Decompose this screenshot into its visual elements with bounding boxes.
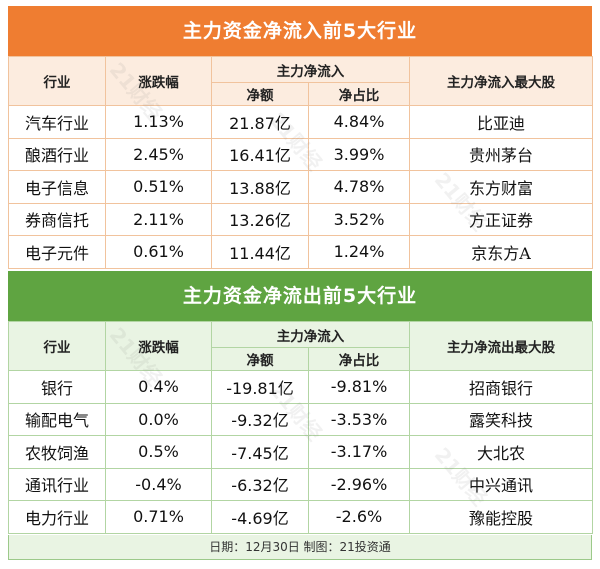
table-row: 券商信托 2.11% 13.26亿 3.52% 方正证券 bbox=[8, 202, 593, 236]
inflow-table: 行业 涨跌幅 主力净流入 主力净流入最大股 净额 净占比 汽车行业 1.13% … bbox=[8, 56, 593, 269]
stock-cell: 招商银行 bbox=[409, 370, 593, 404]
table-row: 电力行业 0.71% -4.69亿 -2.6% 豫能控股 bbox=[8, 500, 593, 534]
industry-cell: 券商信托 bbox=[8, 202, 106, 236]
table-row: 酿酒行业 2.45% 16.41亿 3.99% 贵州茅台 bbox=[8, 137, 593, 171]
header-top-stock: 主力净流入最大股 bbox=[409, 56, 593, 106]
header-change: 涨跌幅 bbox=[105, 321, 212, 371]
ratio-cell: -9.81% bbox=[308, 370, 410, 404]
outflow-table: 行业 涨跌幅 主力净流入 主力净流出最大股 净额 净占比 银行 0.4% -19… bbox=[8, 321, 593, 534]
industry-cell: 汽车行业 bbox=[8, 105, 106, 139]
amount-cell: 13.88亿 bbox=[211, 170, 309, 204]
header-net-amount: 净额 bbox=[211, 347, 309, 371]
amount-cell: 11.44亿 bbox=[211, 235, 309, 269]
amount-cell: -19.81亿 bbox=[211, 370, 309, 404]
stock-cell: 露笑科技 bbox=[409, 402, 593, 436]
capital-flow-infographic: 主力资金净流入前5大行业 行业 涨跌幅 主力净流入 主力净流入最大股 净额 净占… bbox=[8, 6, 593, 560]
stock-cell: 豫能控股 bbox=[409, 500, 593, 534]
header-net-ratio: 净占比 bbox=[308, 82, 410, 106]
header-industry: 行业 bbox=[8, 321, 106, 371]
ratio-cell: 4.84% bbox=[308, 105, 410, 139]
table-row: 电子信息 0.51% 13.88亿 4.78% 东方财富 bbox=[8, 170, 593, 204]
header-industry: 行业 bbox=[8, 56, 106, 106]
outflow-title: 主力资金净流出前5大行业 bbox=[8, 271, 592, 321]
industry-cell: 电子元件 bbox=[8, 235, 106, 269]
industry-cell: 银行 bbox=[8, 370, 106, 404]
header-top-stock: 主力净流出最大股 bbox=[409, 321, 593, 371]
ratio-cell: -2.6% bbox=[308, 500, 410, 534]
amount-cell: 16.41亿 bbox=[211, 137, 309, 171]
inflow-title: 主力资金净流入前5大行业 bbox=[8, 6, 592, 56]
change-cell: 0.61% bbox=[105, 235, 212, 269]
table-row: 输配电气 0.0% -9.32亿 -3.53% 露笑科技 bbox=[8, 402, 593, 436]
change-cell: 0.71% bbox=[105, 500, 212, 534]
ratio-cell: 4.78% bbox=[308, 170, 410, 204]
stock-cell: 比亚迪 bbox=[409, 105, 593, 139]
header-main-flow: 主力净流入 bbox=[211, 321, 410, 348]
industry-cell: 通讯行业 bbox=[8, 467, 106, 501]
header-net-ratio: 净占比 bbox=[308, 347, 410, 371]
amount-cell: 21.87亿 bbox=[211, 105, 309, 139]
table-row: 银行 0.4% -19.81亿 -9.81% 招商银行 bbox=[8, 370, 593, 404]
amount-cell: -4.69亿 bbox=[211, 500, 309, 534]
stock-cell: 东方财富 bbox=[409, 170, 593, 204]
header-net-amount: 净额 bbox=[211, 82, 309, 106]
change-cell: 1.13% bbox=[105, 105, 212, 139]
industry-cell: 电子信息 bbox=[8, 170, 106, 204]
footer-credit: 日期：12月30日 制图：21投资通 bbox=[8, 535, 592, 560]
change-cell: -0.4% bbox=[105, 467, 212, 501]
stock-cell: 京东方A bbox=[409, 235, 593, 269]
industry-cell: 输配电气 bbox=[8, 402, 106, 436]
change-cell: 0.0% bbox=[105, 402, 212, 436]
stock-cell: 大北农 bbox=[409, 435, 593, 469]
industry-cell: 农牧饲渔 bbox=[8, 435, 106, 469]
change-cell: 0.4% bbox=[105, 370, 212, 404]
stock-cell: 中兴通讯 bbox=[409, 467, 593, 501]
amount-cell: 13.26亿 bbox=[211, 202, 309, 236]
amount-cell: -6.32亿 bbox=[211, 467, 309, 501]
table-row: 通讯行业 -0.4% -6.32亿 -2.96% 中兴通讯 bbox=[8, 467, 593, 501]
ratio-cell: -2.96% bbox=[308, 467, 410, 501]
header-change: 涨跌幅 bbox=[105, 56, 212, 106]
table-row: 汽车行业 1.13% 21.87亿 4.84% 比亚迪 bbox=[8, 105, 593, 139]
header-main-flow: 主力净流入 bbox=[211, 56, 410, 83]
amount-cell: -7.45亿 bbox=[211, 435, 309, 469]
stock-cell: 贵州茅台 bbox=[409, 137, 593, 171]
ratio-cell: 3.52% bbox=[308, 202, 410, 236]
ratio-cell: -3.17% bbox=[308, 435, 410, 469]
amount-cell: -9.32亿 bbox=[211, 402, 309, 436]
table-row: 电子元件 0.61% 11.44亿 1.24% 京东方A bbox=[8, 235, 593, 269]
change-cell: 0.5% bbox=[105, 435, 212, 469]
change-cell: 2.45% bbox=[105, 137, 212, 171]
change-cell: 2.11% bbox=[105, 202, 212, 236]
ratio-cell: 3.99% bbox=[308, 137, 410, 171]
industry-cell: 酿酒行业 bbox=[8, 137, 106, 171]
change-cell: 0.51% bbox=[105, 170, 212, 204]
industry-cell: 电力行业 bbox=[8, 500, 106, 534]
stock-cell: 方正证券 bbox=[409, 202, 593, 236]
table-row: 农牧饲渔 0.5% -7.45亿 -3.17% 大北农 bbox=[8, 435, 593, 469]
ratio-cell: 1.24% bbox=[308, 235, 410, 269]
ratio-cell: -3.53% bbox=[308, 402, 410, 436]
